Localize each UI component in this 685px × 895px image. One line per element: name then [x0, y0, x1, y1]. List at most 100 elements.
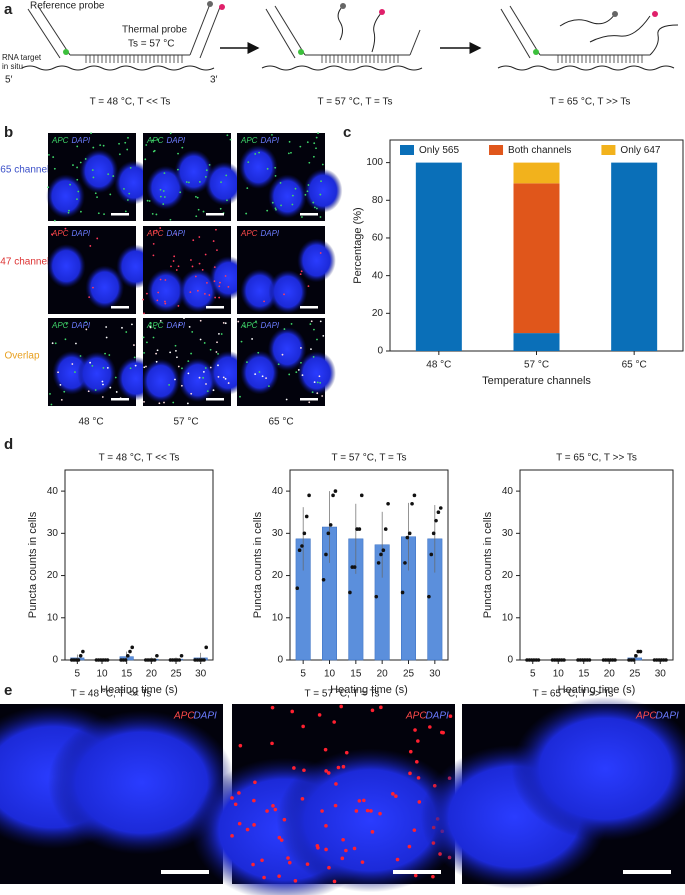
punctum	[151, 212, 154, 215]
punctum	[306, 141, 309, 144]
nucleus	[303, 168, 343, 213]
punctum	[315, 207, 318, 210]
punctum	[99, 144, 102, 147]
punctum	[279, 182, 282, 184]
punctum	[174, 378, 176, 381]
punctum	[194, 195, 197, 198]
punctum	[301, 724, 305, 729]
stain-label: APC	[146, 229, 164, 238]
punctum	[311, 391, 314, 394]
punctum	[262, 875, 266, 880]
punctum	[288, 140, 291, 143]
scale-bar	[300, 213, 318, 216]
x-tick-label: 10	[96, 669, 108, 680]
scale-bar	[393, 870, 441, 874]
nucleus	[204, 161, 244, 206]
punctum	[370, 708, 375, 713]
data-point	[326, 531, 331, 536]
punctum	[162, 203, 165, 205]
punctum	[283, 293, 285, 296]
punctum	[440, 730, 444, 735]
punctum	[245, 827, 250, 832]
row-label: Overlap	[4, 351, 39, 362]
punctum	[155, 352, 158, 355]
punctum	[307, 285, 310, 288]
punctum	[92, 146, 95, 149]
data-point	[383, 527, 388, 531]
punctum	[237, 821, 242, 826]
punctum	[413, 728, 417, 732]
nucleus	[240, 268, 280, 313]
scale-bar	[300, 398, 318, 401]
label: Thermal probe	[122, 25, 187, 36]
punctum	[178, 324, 181, 326]
punctum	[215, 351, 218, 353]
punctum	[247, 161, 250, 164]
data-point	[634, 653, 638, 658]
punctum	[322, 334, 325, 337]
y-tick-label: 30	[47, 528, 59, 539]
punctum	[76, 166, 78, 169]
punctum	[319, 252, 322, 254]
punctum	[220, 333, 223, 335]
punctum	[408, 749, 413, 754]
punctum	[290, 151, 292, 154]
punctum	[125, 331, 128, 333]
punctum	[416, 776, 421, 780]
punctum	[273, 807, 278, 812]
nucleus	[85, 265, 125, 310]
punctum	[257, 351, 260, 354]
punctum	[126, 148, 129, 151]
punctum	[268, 385, 270, 388]
punctum	[105, 336, 108, 339]
punctum	[251, 862, 255, 867]
punctum	[89, 361, 92, 364]
stain-label: APC	[51, 136, 69, 145]
punctum	[172, 401, 175, 404]
punctum	[246, 361, 248, 364]
y-tick-label: 30	[272, 528, 284, 539]
data-point	[128, 649, 132, 654]
punctum	[177, 168, 179, 171]
data-point	[587, 658, 592, 662]
punctum	[175, 349, 177, 352]
x-tick-label: 5	[75, 669, 81, 680]
punctum	[96, 196, 98, 199]
punctum	[191, 265, 194, 268]
punctum	[53, 219, 56, 222]
data-point	[78, 653, 83, 658]
punctum	[212, 389, 215, 392]
punctum	[101, 380, 104, 383]
y-tick-label: 0	[52, 655, 58, 666]
punctum	[300, 270, 303, 273]
data-point	[123, 658, 128, 662]
punctum	[77, 190, 80, 193]
punctum	[220, 181, 222, 184]
data-point	[300, 544, 304, 548]
punctum	[71, 363, 74, 365]
y-tick-label: 10	[502, 612, 514, 623]
punctum	[357, 799, 362, 803]
data-point	[177, 658, 182, 662]
punctum	[143, 366, 146, 369]
punctum	[199, 319, 202, 322]
data-point	[295, 586, 300, 591]
legend-swatch	[601, 145, 616, 155]
punctum	[146, 292, 148, 295]
punctum	[319, 320, 322, 323]
punctum	[299, 145, 302, 148]
punctum	[158, 402, 161, 405]
punctum	[300, 347, 302, 349]
x-tick-label: 30	[429, 669, 441, 680]
scale-bar	[206, 306, 224, 309]
nucleus	[267, 327, 307, 372]
stain-label: DAPI	[260, 136, 279, 145]
punctum	[295, 371, 298, 374]
punctum	[163, 401, 165, 404]
punctum	[152, 254, 155, 257]
punctum	[154, 327, 156, 330]
punctum	[60, 398, 63, 401]
data-point	[130, 645, 135, 650]
y-tick-label: 20	[47, 570, 59, 581]
